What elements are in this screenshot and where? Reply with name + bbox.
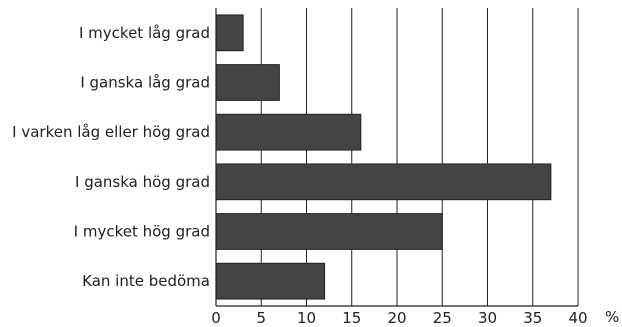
x-tick-label-5: 5	[256, 309, 266, 327]
x-tick-label-15: 15	[342, 309, 361, 327]
bar-5	[215, 262, 326, 300]
x-tick-label-20: 20	[387, 309, 406, 327]
category-label-2: I varken låg eller hög grad	[12, 123, 210, 141]
bar-0	[215, 14, 244, 52]
grid-lines	[260, 8, 579, 306]
category-label-5: Kan inte bedöma	[82, 272, 210, 290]
bar-4	[215, 213, 443, 250]
category-label-3: I ganska hög grad	[75, 173, 210, 191]
x-tick-label-30: 30	[478, 309, 497, 327]
axes	[215, 8, 578, 307]
x-tick-label-35: 35	[523, 309, 542, 327]
bar-1	[215, 64, 280, 101]
category-label-4: I mycket hög grad	[74, 223, 210, 241]
x-tick-label-25: 25	[433, 309, 452, 327]
category-label-0: I mycket låg grad	[79, 24, 210, 42]
bar-2	[215, 113, 362, 151]
x-axis-unit-label: %	[605, 308, 619, 326]
category-label-1: I ganska låg grad	[80, 74, 210, 92]
bar-3	[215, 163, 552, 201]
x-tick-label-40: 40	[568, 309, 587, 327]
labels: I mycket låg grad I ganska låg grad I vark…	[12, 24, 587, 327]
bars	[215, 14, 552, 300]
x-tick-label-0: 0	[211, 309, 221, 327]
x-tick-label-10: 10	[297, 309, 316, 327]
